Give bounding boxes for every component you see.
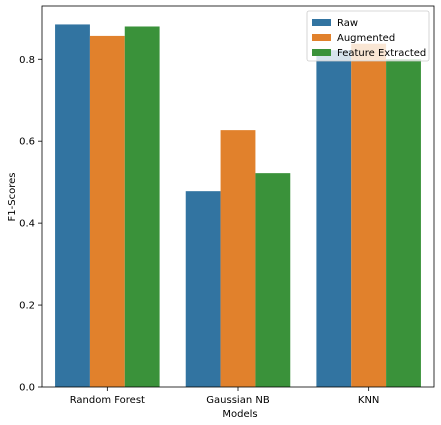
- x-tick-label: KNN: [358, 395, 380, 406]
- bar-feature-extracted-0: [124, 26, 160, 387]
- bar-raw-0: [55, 24, 90, 387]
- legend-swatch: [312, 34, 331, 41]
- y-axis: 0.0 0.2 0.4 0.6 0.8: [19, 55, 42, 394]
- legend-swatch: [312, 49, 331, 56]
- bar-raw-2: [316, 50, 352, 387]
- bars-group: [55, 24, 421, 388]
- y-axis-label: F1-Scores: [7, 173, 18, 222]
- y-tick-label: 0.0: [19, 383, 35, 394]
- bar-augmented-0: [89, 35, 125, 387]
- y-tick-label: 0.8: [19, 55, 35, 66]
- bar-raw-1: [185, 191, 221, 387]
- bar-augmented-2: [351, 43, 387, 388]
- legend-label: Augmented: [337, 33, 395, 44]
- legend-box: [306, 10, 430, 62]
- x-axis-label: Models: [222, 409, 257, 420]
- legend-swatch: [312, 19, 331, 26]
- bar-augmented-1: [220, 130, 256, 387]
- y-tick-label: 0.6: [19, 137, 35, 148]
- legend-label: Feature Extracted: [337, 48, 426, 59]
- y-tick-label: 0.4: [19, 219, 35, 230]
- x-axis: Random Forest Gaussian NB KNN: [70, 387, 380, 406]
- bar-feature-extracted-2: [386, 59, 421, 388]
- y-tick-label: 0.2: [19, 301, 35, 312]
- legend-label: Raw: [337, 18, 358, 29]
- bar-feature-extracted-1: [255, 173, 291, 387]
- x-tick-label: Gaussian NB: [206, 395, 270, 406]
- legend: Raw Augmented Feature Extracted: [306, 10, 430, 62]
- x-tick-label: Random Forest: [70, 395, 145, 406]
